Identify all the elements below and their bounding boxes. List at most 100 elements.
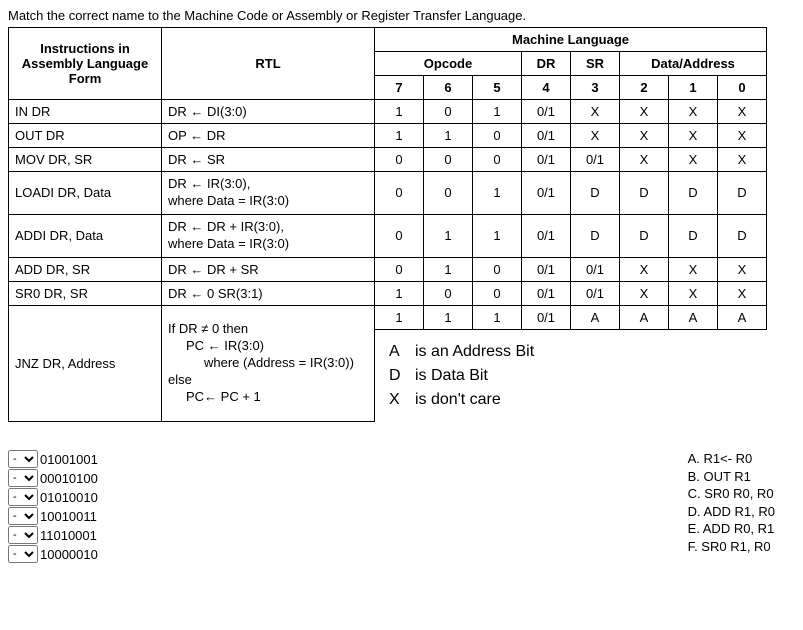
- header-bit2: 2: [620, 76, 669, 100]
- cell-rtl: DR ← 0 SR(3:1): [162, 281, 375, 305]
- cell-bit: A: [669, 305, 718, 329]
- cell-bit: 0: [424, 148, 473, 172]
- header-opcode: Opcode: [375, 52, 522, 76]
- table-row: ADDI DR, Data DR ← DR + IR(3:0),where Da…: [9, 214, 767, 257]
- cell-rtl: DR ← DI(3:0): [162, 100, 375, 124]
- cell-bit: 0/1: [522, 148, 571, 172]
- cell-bit: 0/1: [522, 281, 571, 305]
- legend-text-x: is don't care: [415, 391, 501, 408]
- cell-bit: X: [620, 281, 669, 305]
- answer-option: E. ADD R0, R1: [688, 520, 775, 538]
- cell-rtl: DR ← IR(3:0),where Data = IR(3:0): [162, 172, 375, 215]
- header-bit7: 7: [375, 76, 424, 100]
- cell-bit: 0: [473, 124, 522, 148]
- match-item: - 11010001: [8, 526, 98, 544]
- cell-bit: 1: [375, 100, 424, 124]
- cell-instr: ADD DR, SR: [9, 257, 162, 281]
- cell-bit: D: [571, 214, 620, 257]
- table-row: ADD DR, SR DR ← DR + SR 0 1 0 0/1 0/1 X …: [9, 257, 767, 281]
- match-code: 10000010: [40, 547, 98, 562]
- cell-bit: X: [669, 100, 718, 124]
- cell-bit: 0/1: [571, 257, 620, 281]
- cell-bit: 1: [473, 172, 522, 215]
- legend-text-d: is Data Bit: [415, 367, 488, 384]
- match-select[interactable]: -: [8, 469, 38, 487]
- instruction-table: Instructions in Assembly Language Form R…: [8, 27, 767, 422]
- cell-bit: A: [571, 305, 620, 329]
- rtl-line: where (Address = IR(3:0)): [168, 355, 368, 372]
- match-select[interactable]: -: [8, 545, 38, 563]
- header-bit5: 5: [473, 76, 522, 100]
- match-item: - 01010010: [8, 488, 98, 506]
- cell-bit: 0/1: [571, 148, 620, 172]
- match-select[interactable]: -: [8, 488, 38, 506]
- cell-bit: D: [571, 172, 620, 215]
- match-code: 01001001: [40, 452, 98, 467]
- cell-bit: 0: [375, 257, 424, 281]
- cell-bit: D: [620, 214, 669, 257]
- table-row: SR0 DR, SR DR ← 0 SR(3:1) 1 0 0 0/1 0/1 …: [9, 281, 767, 305]
- match-item: - 10010011: [8, 507, 98, 525]
- match-select[interactable]: -: [8, 507, 38, 525]
- cell-bit: X: [718, 148, 767, 172]
- header-rtl: RTL: [162, 28, 375, 100]
- answer-option: A. R1<- R0: [688, 450, 775, 468]
- cell-bit: 0/1: [522, 124, 571, 148]
- cell-bit: D: [669, 172, 718, 215]
- rtl-line: PC← PC + 1: [168, 389, 368, 406]
- answer-option: F. SR0 R1, R0: [688, 538, 775, 556]
- table-row: LOADI DR, Data DR ← IR(3:0),where Data =…: [9, 172, 767, 215]
- cell-rtl: DR ← DR + IR(3:0),where Data = IR(3:0): [162, 214, 375, 257]
- rtl-line: else: [168, 372, 192, 387]
- header-sr: SR: [571, 52, 620, 76]
- cell-bit: X: [620, 148, 669, 172]
- cell-bit: 1: [424, 214, 473, 257]
- table-row: OUT DR OP ← DR 1 1 0 0/1 X X X X: [9, 124, 767, 148]
- table-row: IN DR DR ← DI(3:0) 1 0 1 0/1 X X X X: [9, 100, 767, 124]
- cell-bit: 0/1: [522, 305, 571, 329]
- header-dr: DR: [522, 52, 571, 76]
- cell-bit: 0/1: [522, 100, 571, 124]
- cell-bit: A: [620, 305, 669, 329]
- cell-bit: 1: [424, 305, 473, 329]
- cell-bit: 1: [424, 124, 473, 148]
- legend-key-d: D: [389, 364, 415, 388]
- match-select[interactable]: -: [8, 526, 38, 544]
- cell-instr: MOV DR, SR: [9, 148, 162, 172]
- cell-bit: 0/1: [522, 172, 571, 215]
- cell-bit: D: [620, 172, 669, 215]
- cell-bit: D: [718, 172, 767, 215]
- cell-bit: 0: [424, 172, 473, 215]
- rtl-line: If DR ≠ 0 then: [168, 321, 248, 336]
- match-code: 11010001: [40, 528, 97, 543]
- cell-bit: 1: [473, 100, 522, 124]
- header-bit1: 1: [669, 76, 718, 100]
- answer-list: A. R1<- R0 B. OUT R1 C. SR0 R0, R0 D. AD…: [688, 450, 775, 555]
- table-row: MOV DR, SR DR ← SR 0 0 0 0/1 0/1 X X X: [9, 148, 767, 172]
- cell-rtl: DR ← SR: [162, 148, 375, 172]
- match-item: - 10000010: [8, 545, 98, 563]
- cell-bit: 0/1: [571, 281, 620, 305]
- cell-bit: 1: [424, 257, 473, 281]
- cell-bit: 1: [473, 214, 522, 257]
- cell-bit: 0/1: [522, 257, 571, 281]
- header-bit4: 4: [522, 76, 571, 100]
- header-data-address: Data/Address: [620, 52, 767, 76]
- cell-bit: 0/1: [522, 214, 571, 257]
- cell-bit: 0: [375, 214, 424, 257]
- cell-instr: ADDI DR, Data: [9, 214, 162, 257]
- cell-bit: X: [669, 281, 718, 305]
- cell-bit: X: [620, 257, 669, 281]
- rtl-line: PC ← IR(3:0): [168, 338, 368, 355]
- cell-bit: 1: [375, 124, 424, 148]
- legend-text-a: is an Address Bit: [415, 343, 534, 360]
- cell-bit: X: [571, 124, 620, 148]
- header-bit6: 6: [424, 76, 473, 100]
- cell-bit: 0: [424, 281, 473, 305]
- answer-option: B. OUT R1: [688, 468, 775, 486]
- cell-instr: JNZ DR, Address: [9, 305, 162, 422]
- match-select[interactable]: -: [8, 450, 38, 468]
- cell-bit: D: [718, 214, 767, 257]
- cell-bit: 0: [375, 148, 424, 172]
- match-list: - 01001001 - 00010100 - 01010010 - 10010…: [8, 450, 98, 564]
